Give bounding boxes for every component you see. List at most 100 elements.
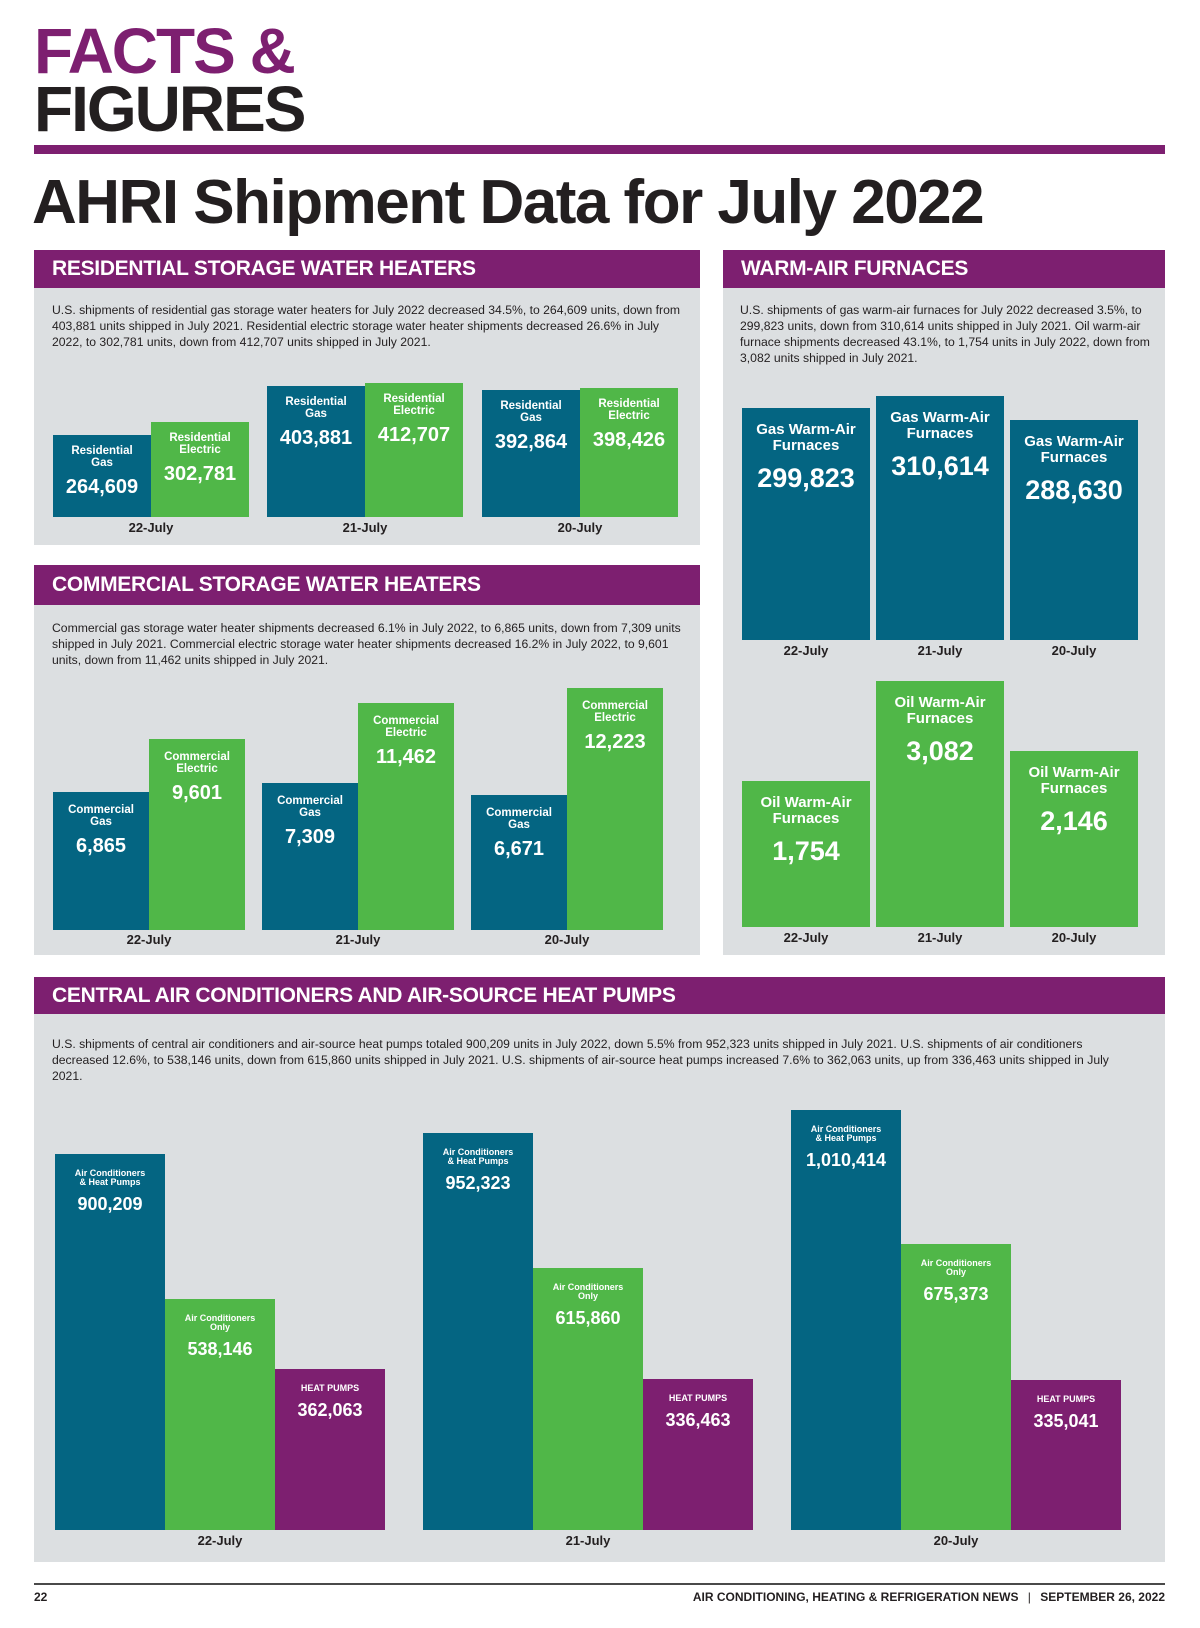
bar-value-label: 6,865 bbox=[75, 835, 127, 858]
bar-value-label: 900,209 bbox=[77, 1194, 143, 1215]
issue-date: SEPTEMBER 26, 2022 bbox=[1040, 1590, 1165, 1604]
x-tick-label: 22-July bbox=[197, 1533, 243, 1548]
bar-value-label: 335,041 bbox=[1033, 1410, 1099, 1431]
bar-air-conditioners-only-20-july: Air Conditioners Only 675,373 bbox=[901, 1244, 1011, 1530]
bar-label: Commercial Electric bbox=[582, 700, 648, 725]
x-tick-label: 22-July bbox=[126, 932, 172, 947]
bar-commercial-electric-22-july: Commercial Electric 9,601 bbox=[149, 739, 245, 930]
bar-residential-electric-21-july: Residential Electric 412,707 bbox=[365, 383, 463, 517]
residential-panel-title: RESIDENTIAL STORAGE WATER HEATERS bbox=[34, 250, 700, 288]
bar-label: Residential Electric bbox=[383, 393, 445, 418]
bar-oil-warm-air-furnaces-22-july: Oil Warm-Air Furnaces 1,754 bbox=[742, 781, 870, 927]
bar-air-conditioners-heat-pumps-21-july: Air Conditioners & Heat Pumps 952,323 bbox=[423, 1133, 533, 1530]
page-title: AHRI Shipment Data for July 2022 bbox=[32, 168, 985, 237]
bar-value-label: 398,426 bbox=[592, 429, 666, 452]
bar-residential-electric-22-july: Residential Electric 302,781 bbox=[151, 422, 249, 517]
bar-value-label: 952,323 bbox=[445, 1173, 511, 1194]
bar-label: Commercial Electric bbox=[373, 715, 439, 740]
bar-commercial-gas-22-july: Commercial Gas 6,865 bbox=[53, 792, 149, 930]
x-tick-label: 20-July bbox=[544, 932, 590, 947]
footer-publication: AIR CONDITIONING, HEATING & REFRIGERATIO… bbox=[693, 1590, 1165, 1604]
furnaces-description: U.S. shipments of gas warm-air furnaces … bbox=[740, 303, 1150, 365]
bar-label: Residential Electric bbox=[598, 398, 660, 423]
bar-label: HEAT PUMPS bbox=[1036, 1394, 1096, 1404]
bar-value-label: 615,860 bbox=[555, 1308, 621, 1329]
bar-value-label: 7,309 bbox=[284, 826, 336, 849]
bar-label: Gas Warm-Air Furnaces bbox=[890, 409, 990, 442]
bar-label: Commercial Gas bbox=[68, 804, 134, 829]
bar-label: Air Conditioners & Heat Pumps bbox=[74, 1168, 146, 1188]
bar-label: Gas Warm-Air Furnaces bbox=[1024, 433, 1124, 466]
x-tick-label: 22-July bbox=[128, 520, 174, 535]
bar-value-label: 403,881 bbox=[279, 427, 353, 450]
bar-label: Residential Gas bbox=[500, 400, 562, 425]
bar-residential-electric-20-july: Residential Electric 398,426 bbox=[580, 388, 678, 517]
bar-gas-warm-air-furnaces-22-july: Gas Warm-Air Furnaces 299,823 bbox=[742, 408, 870, 640]
bar-label: Oil Warm-Air Furnaces bbox=[760, 794, 852, 827]
x-tick-label: 21-July bbox=[565, 1533, 611, 1548]
bar-label: Gas Warm-Air Furnaces bbox=[756, 421, 856, 454]
bar-commercial-gas-21-july: Commercial Gas 7,309 bbox=[262, 783, 358, 930]
furnaces-panel-title: WARM-AIR FURNACES bbox=[723, 250, 1165, 288]
commercial-description: Commercial gas storage water heater ship… bbox=[52, 621, 681, 667]
central-ac-panel-title: CENTRAL AIR CONDITIONERS AND AIR-SOURCE … bbox=[34, 977, 1165, 1014]
bar-value-label: 1,754 bbox=[772, 835, 840, 866]
footer-separator: | bbox=[1027, 1590, 1031, 1604]
x-tick-label: 20-July bbox=[1051, 930, 1097, 945]
bar-residential-gas-22-july: Residential Gas 264,609 bbox=[53, 435, 151, 517]
bar-value-label: 2,146 bbox=[1040, 805, 1108, 836]
x-tick-label: 20-July bbox=[557, 520, 603, 535]
bar-value-label: 362,063 bbox=[297, 1399, 363, 1420]
x-tick-label: 22-July bbox=[783, 930, 829, 945]
bar-air-conditioners-heat-pumps-22-july: Air Conditioners & Heat Pumps 900,209 bbox=[55, 1154, 165, 1530]
bar-label: Commercial Gas bbox=[486, 807, 552, 832]
header-rule bbox=[34, 145, 1165, 154]
bar-label: HEAT PUMPS bbox=[300, 1383, 360, 1393]
bar-label: Commercial Electric bbox=[164, 751, 230, 776]
x-tick-label: 22-July bbox=[783, 643, 829, 658]
footer-rule bbox=[34, 1583, 1165, 1585]
bar-value-label: 12,223 bbox=[584, 731, 646, 754]
bar-value-label: 675,373 bbox=[923, 1284, 989, 1305]
bar-value-label: 336,463 bbox=[665, 1409, 731, 1430]
bar-label: Residential Gas bbox=[71, 445, 133, 470]
bar-oil-warm-air-furnaces-21-july: Oil Warm-Air Furnaces 3,082 bbox=[876, 681, 1004, 927]
x-tick-label: 21-July bbox=[342, 520, 388, 535]
bar-heat-pumps-20-july: HEAT PUMPS 335,041 bbox=[1011, 1380, 1121, 1530]
bar-value-label: 6,671 bbox=[493, 838, 545, 861]
bar-value-label: 288,630 bbox=[1025, 474, 1123, 505]
bar-label: Air Conditioners & Heat Pumps bbox=[442, 1147, 514, 1167]
bar-label: Air Conditioners Only bbox=[920, 1258, 992, 1278]
bar-residential-gas-21-july: Residential Gas 403,881 bbox=[267, 386, 365, 517]
bar-value-label: 392,864 bbox=[494, 431, 568, 454]
bar-value-label: 302,781 bbox=[163, 463, 237, 486]
bar-label: Oil Warm-Air Furnaces bbox=[894, 694, 986, 727]
bar-oil-warm-air-furnaces-20-july: Oil Warm-Air Furnaces 2,146 bbox=[1010, 751, 1138, 927]
x-tick-label: 20-July bbox=[1051, 643, 1097, 658]
residential-description: U.S. shipments of residential gas storag… bbox=[52, 303, 681, 349]
bar-gas-warm-air-furnaces-21-july: Gas Warm-Air Furnaces 310,614 bbox=[876, 396, 1004, 640]
bar-value-label: 538,146 bbox=[187, 1339, 253, 1360]
masthead-facts: FACTS & bbox=[34, 15, 296, 87]
bar-value-label: 11,462 bbox=[375, 746, 437, 769]
bar-heat-pumps-21-july: HEAT PUMPS 336,463 bbox=[643, 1379, 753, 1530]
x-tick-label: 20-July bbox=[933, 1533, 979, 1548]
bar-label: Air Conditioners Only bbox=[184, 1313, 256, 1333]
bar-label: Air Conditioners Only bbox=[552, 1282, 624, 1302]
bar-value-label: 1,010,414 bbox=[805, 1150, 887, 1171]
bar-label: Air Conditioners & Heat Pumps bbox=[810, 1124, 882, 1144]
bar-value-label: 9,601 bbox=[171, 782, 223, 805]
publication-name: AIR CONDITIONING, HEATING & REFRIGERATIO… bbox=[692, 1590, 1019, 1604]
bar-commercial-electric-20-july: Commercial Electric 12,223 bbox=[567, 688, 663, 930]
x-tick-label: 21-July bbox=[335, 932, 381, 947]
page-number: 22 bbox=[34, 1590, 48, 1604]
bar-air-conditioners-heat-pumps-20-july: Air Conditioners & Heat Pumps 1,010,414 bbox=[791, 1110, 901, 1530]
central-ac-description: U.S. shipments of central air conditione… bbox=[52, 1037, 1109, 1083]
bar-value-label: 299,823 bbox=[757, 462, 855, 493]
commercial-panel-title: COMMERCIAL STORAGE WATER HEATERS bbox=[34, 565, 700, 605]
bar-commercial-electric-21-july: Commercial Electric 11,462 bbox=[358, 703, 454, 930]
bar-label: Residential Gas bbox=[285, 396, 347, 421]
x-tick-label: 21-July bbox=[917, 930, 963, 945]
bar-value-label: 310,614 bbox=[891, 450, 989, 481]
bar-label: Commercial Gas bbox=[277, 795, 343, 820]
